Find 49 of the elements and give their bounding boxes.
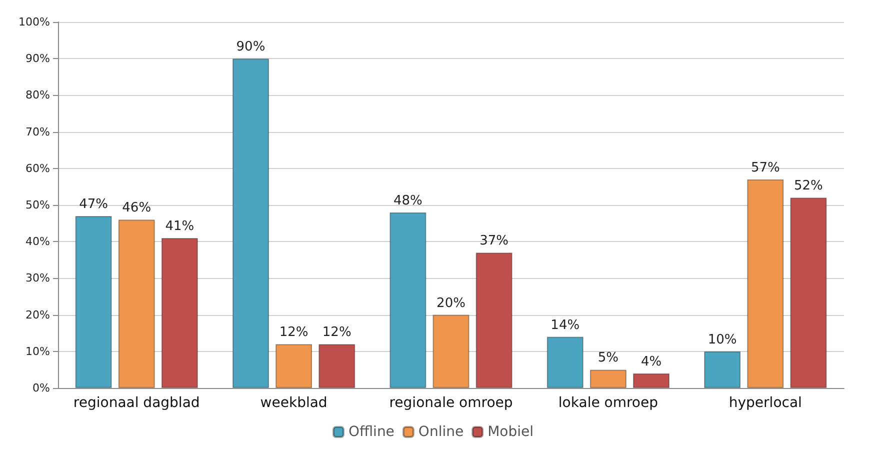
bar	[75, 216, 112, 388]
data-label: 12%	[322, 325, 352, 340]
y-tick-label: 90%	[26, 52, 50, 66]
legend-label: Online	[418, 424, 464, 440]
bar	[432, 314, 470, 388]
data-label: 20%	[436, 296, 466, 311]
data-label: 52%	[794, 178, 823, 194]
legend-label: Offline	[348, 424, 394, 440]
y-tick-label: 70%	[26, 125, 50, 138]
y-tick-label: 0%	[32, 382, 50, 394]
bar	[704, 351, 741, 388]
data-label: 57%	[750, 160, 780, 176]
bar	[747, 179, 784, 388]
legend-label: Mobiel	[488, 424, 534, 440]
x-tick-label: hyperlocal	[728, 395, 802, 411]
data-label: 41%	[165, 218, 194, 234]
bar	[118, 220, 155, 388]
data-label: 10%	[708, 332, 737, 348]
y-tick-label: 30%	[26, 272, 50, 285]
bar	[161, 238, 198, 388]
bar	[276, 344, 312, 388]
y-tick-label: 100%	[18, 16, 50, 28]
bar	[318, 344, 356, 388]
x-tick-label: regionaal dagblad	[73, 395, 200, 411]
x-tick-label: weekblad	[260, 395, 328, 411]
y-tick-label: 50%	[26, 198, 50, 212]
x-tick-label: regionale omroep	[389, 395, 513, 411]
bar	[232, 58, 269, 388]
y-tick-label: 60%	[26, 162, 50, 175]
data-label: 48%	[393, 193, 422, 208]
y-tick-label: 20%	[26, 308, 50, 322]
y-tick-label: 80%	[26, 88, 50, 102]
y-tick-label: 10%	[26, 344, 50, 358]
data-label: 37%	[480, 234, 509, 249]
y-tick-label: 40%	[26, 235, 50, 248]
data-label: 5%	[598, 350, 619, 366]
bar	[476, 252, 512, 388]
data-label: 14%	[550, 318, 580, 333]
bar	[390, 212, 426, 388]
bar	[633, 373, 670, 388]
bar	[790, 198, 827, 388]
data-label: 47%	[79, 196, 108, 212]
data-label: 4%	[640, 354, 662, 370]
x-tick-label: lokale omroep	[558, 395, 658, 411]
bar	[590, 370, 626, 388]
bar	[546, 336, 584, 388]
data-label: 12%	[279, 325, 308, 340]
data-label: 46%	[122, 200, 152, 216]
data-label: 90%	[236, 40, 266, 55]
